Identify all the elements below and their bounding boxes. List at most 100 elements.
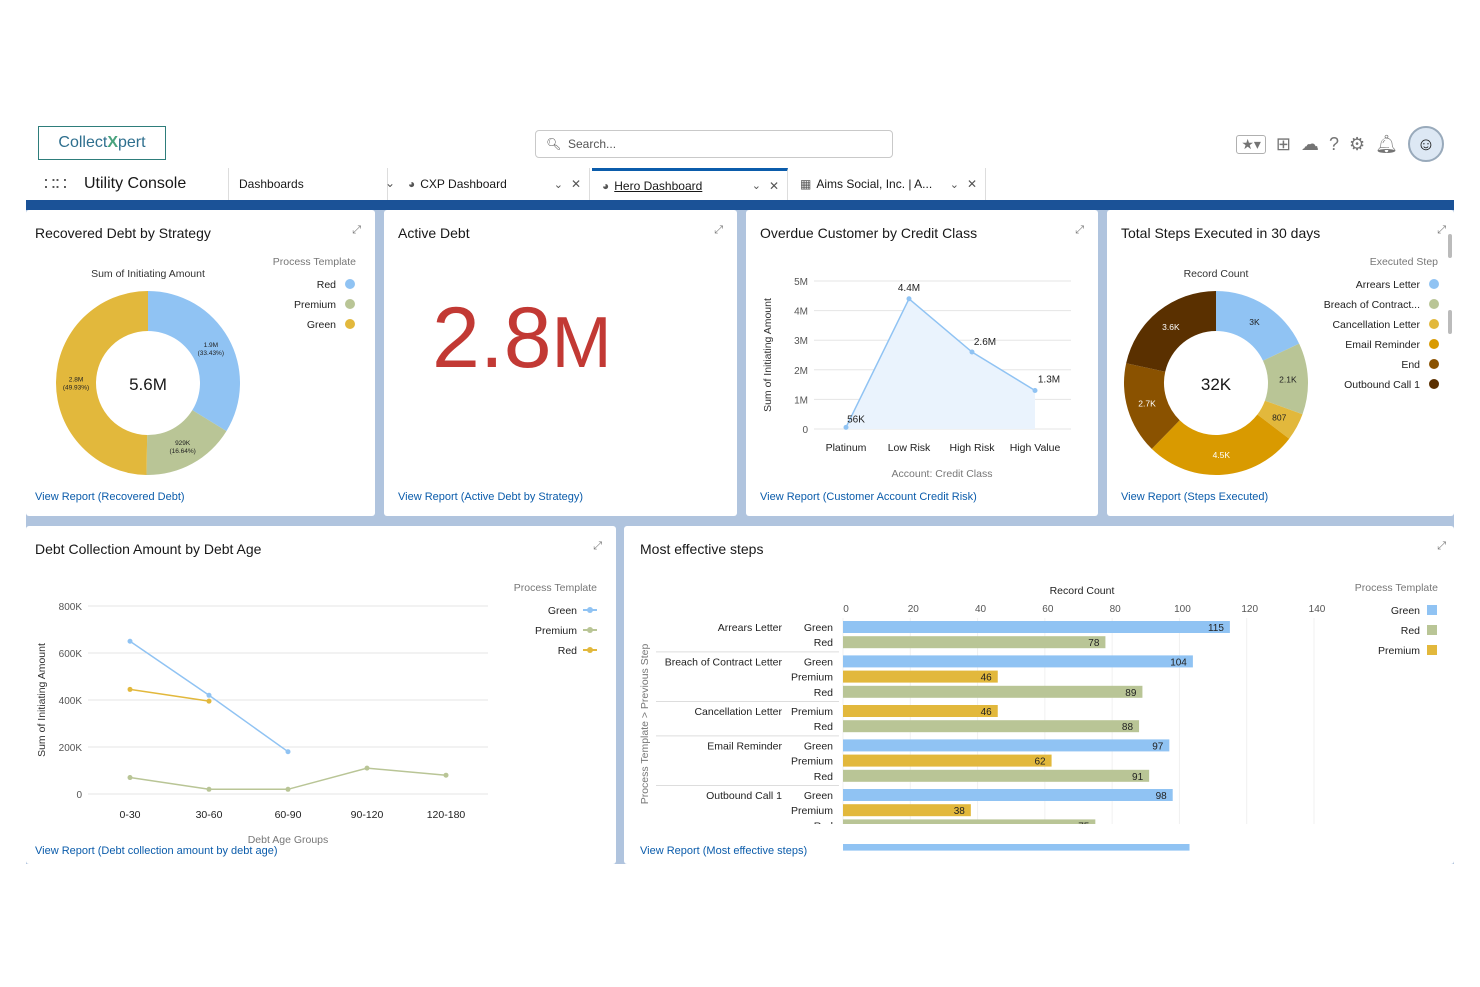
data-point[interactable] — [843, 424, 849, 430]
tab-cxp-dashboard[interactable]: ◕ CXP Dashboard ⌄ ✕ — [398, 168, 590, 200]
data-point[interactable] — [206, 786, 212, 792]
legend-swatch — [587, 647, 593, 653]
view-report-link[interactable]: View Report (Steps Executed) — [1121, 491, 1269, 503]
data-point[interactable] — [443, 772, 449, 778]
series-line-red — [129, 688, 210, 702]
tab-aims-social[interactable]: ▦ Aims Social, Inc. | A... ⌄ ✕ — [790, 168, 986, 200]
nav-selector[interactable]: Dashboards ⌄ — [228, 168, 395, 200]
bar[interactable] — [843, 720, 1140, 733]
line-chart-debt-age: 0 200K 400K 600K 800K 0-30 30-60 60-90 90-120 120… — [36, 582, 597, 846]
data-point[interactable] — [285, 749, 291, 755]
data-point[interactable] — [206, 692, 212, 698]
bar[interactable] — [843, 739, 1170, 752]
data-point[interactable] — [127, 775, 133, 781]
close-icon[interactable]: ✕ — [966, 177, 977, 191]
chevron-down-icon[interactable]: ⌄ — [553, 178, 563, 191]
donut-slice-cancellation-letter[interactable] — [1257, 400, 1303, 439]
donut-slice-premium[interactable] — [146, 410, 227, 475]
notification-bell-icon[interactable]: 🔔︎ — [1375, 133, 1398, 154]
group-label: Cancellation Letter — [694, 706, 782, 718]
close-icon[interactable]: ✕ — [768, 178, 779, 193]
measure-label: Record Count — [1184, 268, 1249, 280]
legend-label: Green — [548, 605, 577, 617]
bar[interactable] — [843, 621, 1230, 633]
legend-swatch — [1427, 645, 1437, 655]
legend-swatch — [1429, 339, 1439, 349]
donut-slice-green[interactable] — [55, 291, 148, 475]
scrollbar-thumb[interactable] — [1448, 310, 1452, 334]
x-tick-label: 60 — [1042, 604, 1054, 615]
line-chart-overdue: 0 1M 2M 3M 4M 5M 56K Platinum 4.4M Low Risk 2.6M Hi… — [762, 277, 1071, 480]
x-tick-label: Platinum — [826, 442, 867, 454]
expand-icon[interactable]: ⤢ — [714, 224, 723, 236]
help-icon[interactable]: ? — [1328, 133, 1339, 154]
bar-series-label: Red — [814, 721, 833, 733]
donut-slice-breach-of-contract-[interactable] — [1262, 343, 1308, 415]
donut-slice-red[interactable] — [148, 291, 240, 432]
favorites-star-icon[interactable]: ★▾ — [1236, 134, 1266, 154]
data-point[interactable] — [969, 349, 975, 355]
data-point[interactable] — [285, 786, 291, 792]
view-report-link[interactable]: View Report (Customer Account Credit Ris… — [760, 491, 977, 503]
donut-steps: Record Count 3K 2.1K 807 4.5K 2.7K 3.6K 32K E… — [1124, 234, 1452, 475]
global-search-input[interactable]: 🔍︎ Search... — [535, 130, 893, 158]
search-icon: 🔍︎ — [546, 137, 562, 151]
donut-slice-outbound-call-1[interactable] — [1126, 291, 1216, 372]
x-tick-label: 60-90 — [275, 809, 302, 821]
legend-swatch — [587, 607, 593, 613]
app-launcher-icon[interactable]: ∷∷ — [44, 174, 67, 194]
x-tick-label: High Value — [1010, 442, 1061, 454]
group-label: Outbound Call 1 — [706, 790, 782, 802]
data-point[interactable] — [906, 296, 912, 302]
y-tick-label: 4M — [794, 307, 808, 318]
slice-value-label: 4.5K — [1213, 450, 1231, 460]
legend-label: Arrears Letter — [1356, 279, 1421, 291]
expand-icon[interactable]: ⤢ — [593, 540, 602, 552]
scrollbar-thumb[interactable] — [1448, 234, 1452, 258]
bar-series-label: Green — [804, 622, 833, 634]
donut-slice-arrears-letter[interactable] — [1216, 291, 1300, 361]
global-add-icon[interactable]: ⊞ — [1275, 133, 1291, 154]
y-tick-label: 800K — [59, 602, 83, 613]
y-tick-label: 400K — [59, 696, 83, 707]
chevron-down-icon[interactable]: ⌄ — [949, 178, 959, 191]
bar[interactable] — [843, 670, 998, 683]
close-icon[interactable]: ✕ — [570, 177, 581, 191]
expand-icon[interactable]: ⤢ — [1437, 540, 1446, 552]
bar[interactable] — [843, 705, 998, 717]
bar[interactable] — [843, 685, 1143, 698]
donut-slice-end[interactable] — [1124, 363, 1180, 449]
chevron-down-icon[interactable]: ⌄ — [384, 176, 395, 190]
bar[interactable] — [843, 789, 1173, 801]
expand-icon[interactable]: ⤢ — [352, 224, 361, 236]
data-point[interactable] — [127, 638, 133, 644]
view-report-link[interactable]: View Report (Recovered Debt) — [35, 491, 185, 503]
data-point[interactable] — [364, 765, 370, 771]
tab-hero-dashboard[interactable]: ◕ Hero Dashboard ⌄ ✕ — [592, 168, 788, 200]
view-report-link[interactable]: View Report (Active Debt by Strategy) — [398, 491, 584, 503]
view-report-link[interactable]: View Report (Debt collection amount by d… — [35, 845, 278, 857]
bar[interactable] — [843, 769, 1150, 782]
trailhead-icon[interactable]: ☁ — [1300, 133, 1319, 154]
bar[interactable] — [843, 655, 1193, 668]
data-point[interactable] — [127, 686, 133, 692]
user-avatar[interactable]: ☺ — [1408, 126, 1444, 162]
bar-chart-effective-steps: Record Count 0 20 40 60 80 100 120 140 Arrears Le… — [624, 582, 1454, 851]
view-report-link[interactable]: View Report (Most effective steps) — [640, 845, 808, 857]
y-tick-label: 0 — [802, 425, 808, 436]
bar[interactable] — [843, 754, 1052, 767]
dashboard-header-band — [26, 200, 1454, 210]
bar-series-label: Green — [804, 740, 833, 752]
expand-icon[interactable]: ⤢ — [1437, 224, 1446, 236]
donut-slice-email-reminder[interactable] — [1151, 414, 1290, 475]
expand-icon[interactable]: ⤢ — [1075, 224, 1084, 236]
bar[interactable] — [843, 804, 971, 817]
data-point[interactable] — [206, 698, 212, 704]
chevron-down-icon[interactable]: ⌄ — [751, 180, 761, 192]
bar[interactable] — [843, 636, 1106, 649]
bar-series-label: Red — [814, 771, 833, 783]
slice-value-label: 1.9M — [204, 342, 218, 349]
gear-icon[interactable]: ⚙ — [1349, 133, 1366, 154]
data-point[interactable] — [1032, 388, 1038, 394]
